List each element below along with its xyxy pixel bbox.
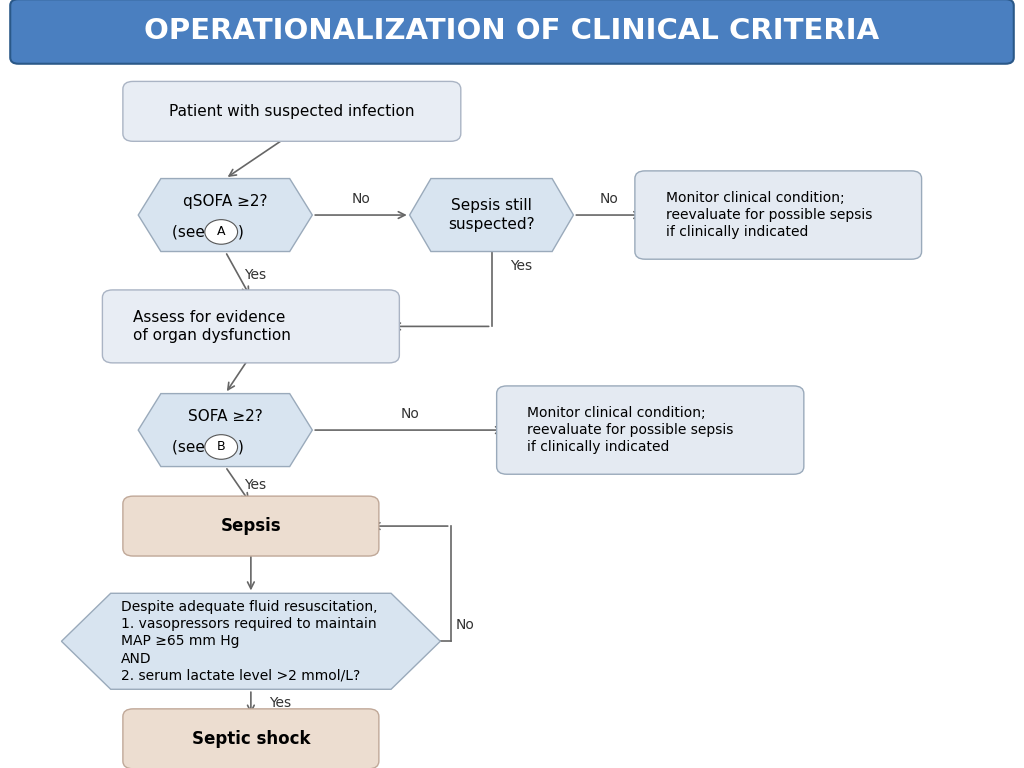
Text: Despite adequate fluid resuscitation,
1. vasopressors required to maintain
MAP ≥: Despite adequate fluid resuscitation, 1.…	[121, 600, 378, 683]
Text: A: A	[217, 226, 225, 238]
Text: ): )	[238, 224, 244, 240]
Text: Yes: Yes	[269, 696, 292, 710]
Polygon shape	[138, 179, 312, 252]
FancyBboxPatch shape	[497, 386, 804, 475]
Text: OPERATIONALIZATION OF CLINICAL CRITERIA: OPERATIONALIZATION OF CLINICAL CRITERIA	[144, 18, 880, 45]
Text: Sepsis: Sepsis	[220, 517, 282, 535]
Text: Patient with suspected infection: Patient with suspected infection	[169, 104, 415, 119]
Text: No: No	[400, 407, 419, 421]
FancyBboxPatch shape	[123, 709, 379, 768]
Text: No: No	[600, 192, 618, 206]
FancyBboxPatch shape	[10, 0, 1014, 64]
Text: Sepsis still
suspected?: Sepsis still suspected?	[449, 198, 535, 232]
Text: Yes: Yes	[510, 260, 532, 273]
Text: Yes: Yes	[244, 478, 266, 492]
Text: Monitor clinical condition;
reevaluate for possible sepsis
if clinically indicat: Monitor clinical condition; reevaluate f…	[527, 406, 734, 455]
FancyBboxPatch shape	[123, 496, 379, 556]
Text: SOFA ≥2?: SOFA ≥2?	[188, 409, 262, 424]
Text: Yes: Yes	[244, 267, 266, 282]
Text: Monitor clinical condition;
reevaluate for possible sepsis
if clinically indicat: Monitor clinical condition; reevaluate f…	[666, 190, 872, 240]
Text: No: No	[456, 618, 474, 632]
FancyBboxPatch shape	[123, 81, 461, 141]
Text: Assess for evidence
of organ dysfunction: Assess for evidence of organ dysfunction	[133, 310, 291, 343]
Text: qSOFA ≥2?: qSOFA ≥2?	[183, 194, 267, 209]
FancyBboxPatch shape	[635, 171, 922, 260]
Circle shape	[205, 435, 238, 459]
Polygon shape	[410, 179, 573, 252]
Text: (see: (see	[172, 224, 210, 240]
Text: (see: (see	[172, 439, 210, 455]
Text: Septic shock: Septic shock	[191, 730, 310, 748]
Circle shape	[205, 220, 238, 244]
FancyBboxPatch shape	[102, 290, 399, 363]
Text: ): )	[238, 439, 244, 455]
Text: B: B	[217, 441, 225, 453]
Text: No: No	[351, 192, 371, 206]
Polygon shape	[138, 394, 312, 467]
Polygon shape	[61, 593, 440, 690]
